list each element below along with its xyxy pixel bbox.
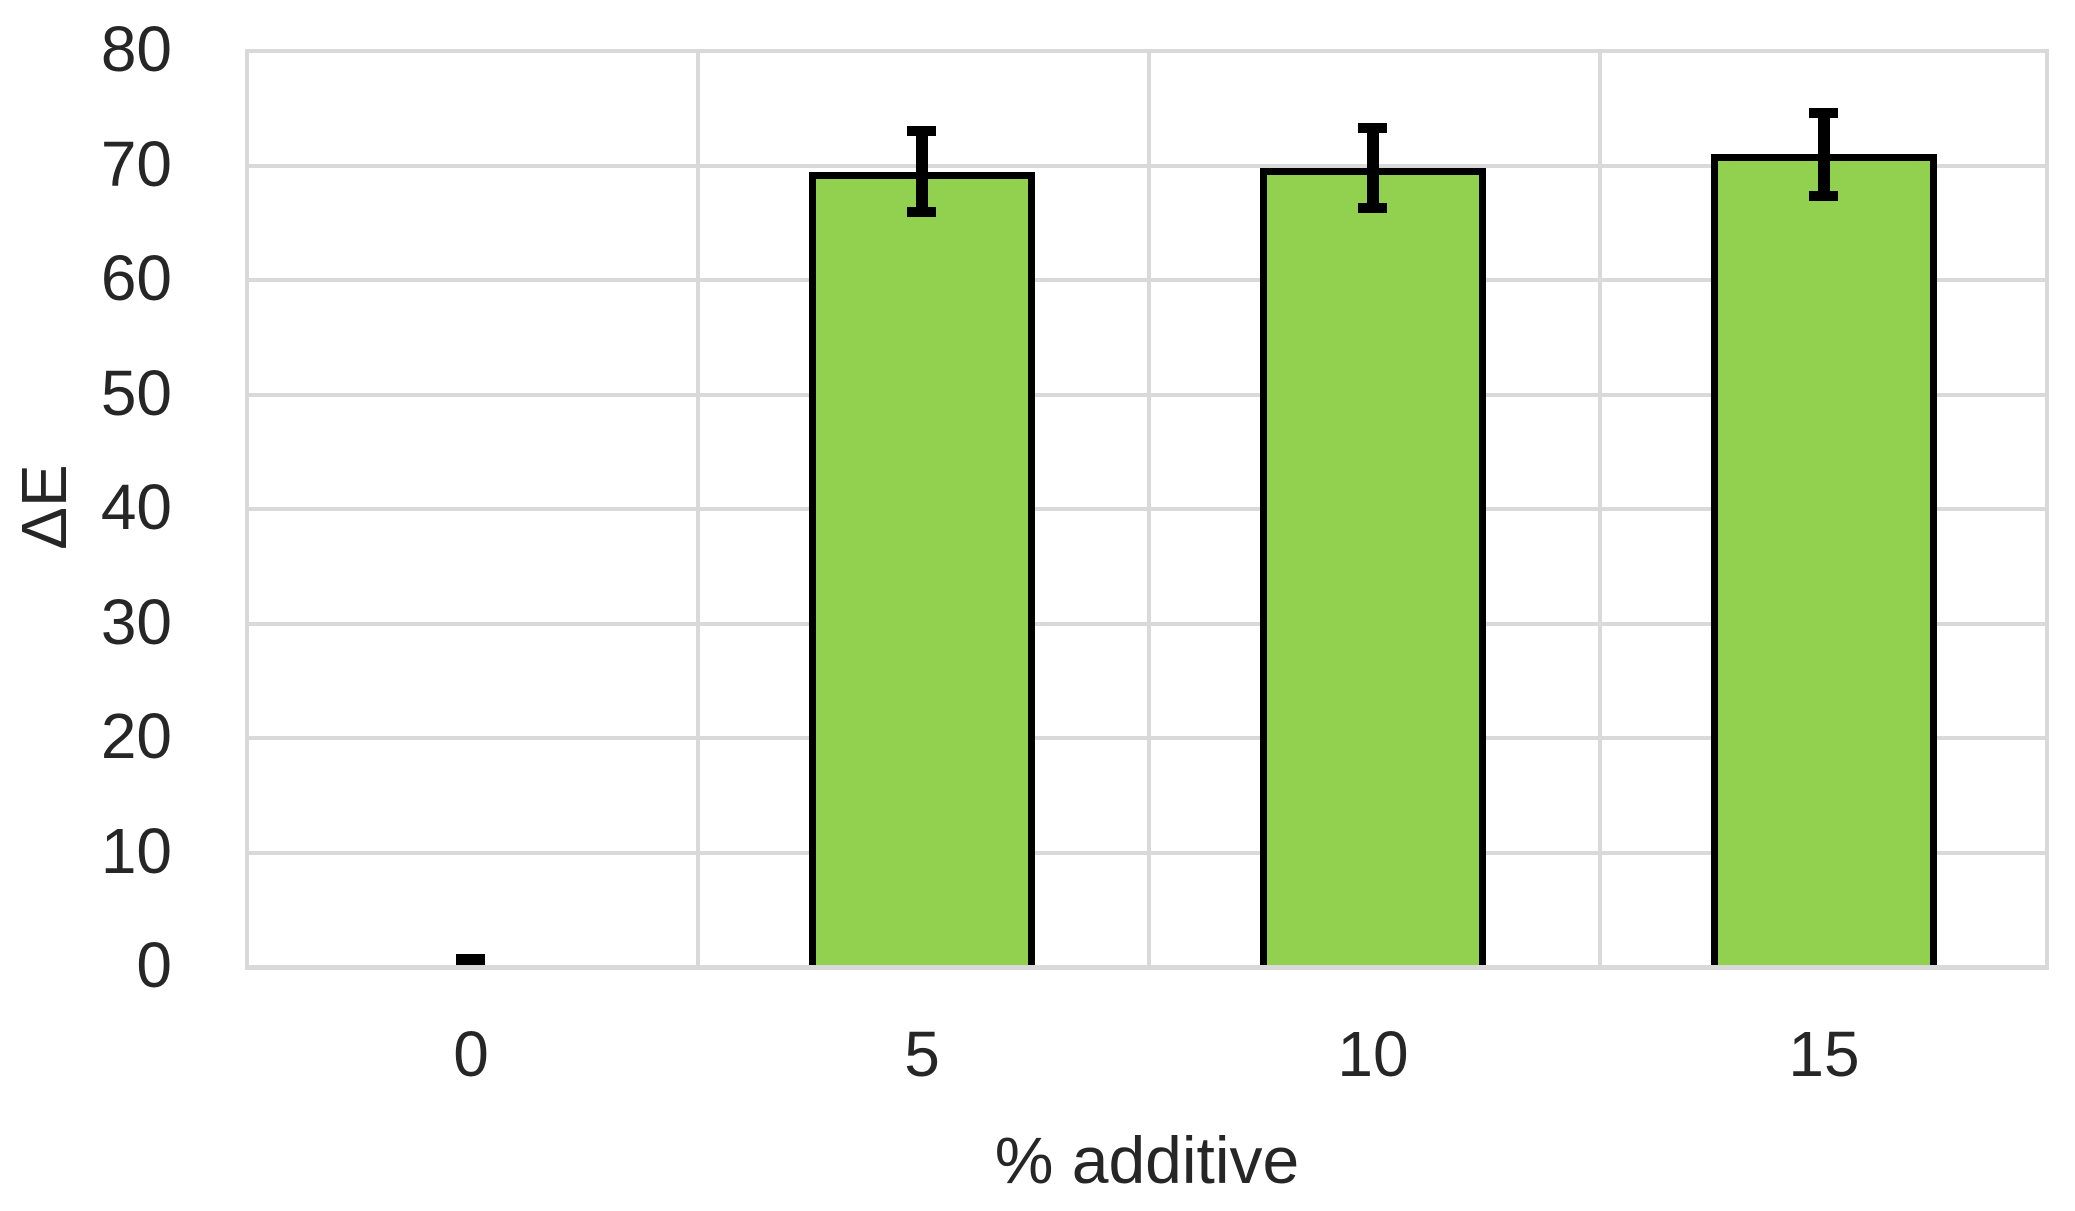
error-bar-line (916, 131, 928, 211)
x-axis-line (245, 965, 2049, 970)
plot-area (245, 49, 2049, 970)
y-tick-label: 70 (100, 128, 172, 200)
error-bar-cap-top (456, 954, 485, 964)
y-tick-label: 40 (100, 471, 172, 543)
y-tick-label: 60 (100, 242, 172, 314)
error-bar-cap-bottom (456, 962, 485, 965)
error-bar-cap-top (907, 126, 936, 136)
error-bar-cap-bottom (1809, 191, 1838, 201)
y-axis-title: ΔE (8, 464, 80, 550)
x-tick-label: 5 (904, 1018, 940, 1090)
error-bar-cap-top (1358, 123, 1387, 133)
x-tick-label: 10 (1337, 1018, 1409, 1090)
y-tick-label: 10 (100, 815, 172, 887)
gridline-vertical (245, 49, 249, 965)
bar (1711, 154, 1937, 965)
error-bar-line (1367, 128, 1379, 208)
x-tick-label: 0 (453, 1018, 489, 1090)
y-tick-label: 20 (100, 700, 172, 772)
error-bar-line (1818, 113, 1830, 195)
error-bar-cap-bottom (907, 207, 936, 217)
bar (1260, 168, 1486, 965)
gridline-vertical (1598, 49, 1602, 965)
y-tick-label: 80 (100, 13, 172, 85)
bars-layer (245, 49, 2049, 965)
gridline-vertical (2045, 49, 2049, 965)
gridline-vertical (696, 49, 700, 965)
bar (809, 172, 1035, 965)
y-tick-label: 50 (100, 357, 172, 429)
gridline-vertical (1147, 49, 1151, 965)
x-axis-title: % additive (994, 1123, 1300, 1197)
y-tick-label: 30 (100, 586, 172, 658)
error-bar-cap-bottom (1358, 203, 1387, 213)
error-bar-cap-top (1809, 108, 1838, 118)
x-tick-label: 15 (1788, 1018, 1860, 1090)
y-tick-label: 0 (136, 929, 172, 1001)
